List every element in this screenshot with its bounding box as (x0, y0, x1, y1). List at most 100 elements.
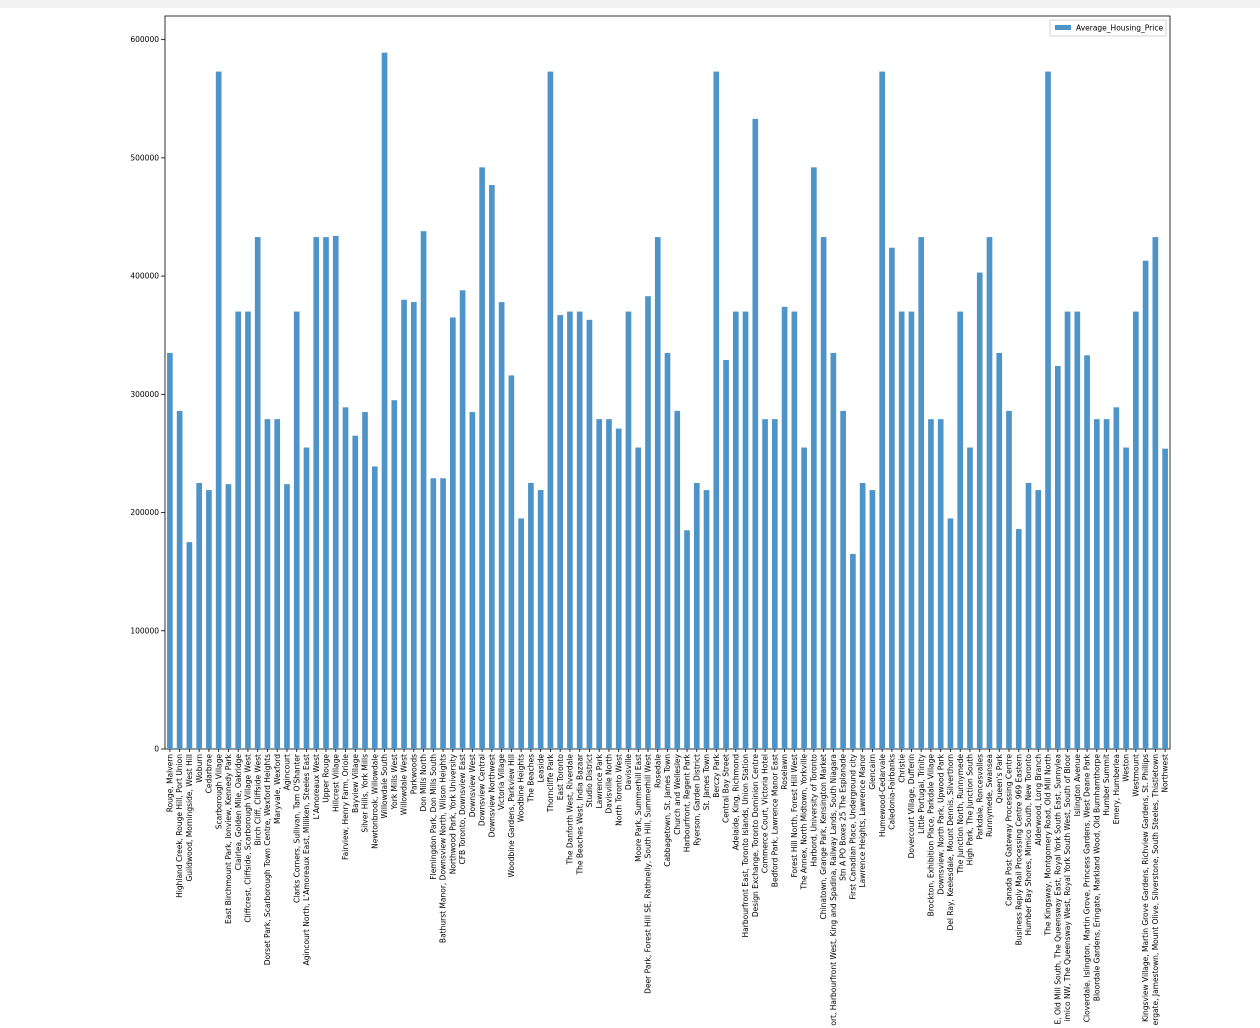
bar (547, 71, 554, 749)
bar (1162, 448, 1168, 749)
bar (752, 118, 759, 750)
x-tick-label: Cloverdale, Islington, Martin Grove, Pri… (1083, 753, 1092, 1022)
x-tick-label: Agincourt North, L'Amoreaux East, Millik… (302, 754, 311, 965)
y-tick-label: 600000 (130, 35, 159, 44)
x-tick-label: Kingsview Village, Martin Grove Gardens,… (1141, 754, 1150, 1022)
bar (869, 490, 876, 749)
x-tick-label: Lawrence Heights, Lawrence Manor (858, 753, 867, 888)
bar (1015, 529, 1022, 749)
x-tick-label: Parkwoods (409, 754, 418, 794)
x-tick-label: The Danforth West, Riverdale (566, 754, 575, 866)
x-tick-label: Berczy Park (712, 753, 721, 797)
x-tick-label: Business Reply Mail Processing Centre 96… (1014, 754, 1023, 946)
x-tick-label: Rouge, Malvern (165, 754, 174, 813)
bar (850, 553, 856, 749)
bar (1133, 311, 1139, 749)
bar (303, 447, 310, 749)
bar (176, 410, 183, 749)
bar (420, 231, 427, 750)
x-tick-label: Newtonbrook, Willowdale (370, 754, 379, 849)
x-tick-label: Islington Avenue (1073, 754, 1082, 817)
x-tick-label: Chinatown, Grange Park, Kensington Marke… (819, 754, 828, 920)
x-tick-label: Lawrence Park (595, 753, 604, 808)
x-tick-label: Don Mills North (419, 754, 428, 812)
x-tick-label: East Toronto (556, 754, 565, 801)
bar (947, 518, 954, 749)
bar (635, 447, 642, 749)
x-tick-label: Humber Summit (1102, 754, 1111, 816)
x-tick-label: Flemingdon Park, Don Mills South (429, 754, 438, 880)
x-tick-label: Harbourfront, Regent Park (683, 753, 692, 852)
legend-label: Average_Housing_Price (1076, 24, 1163, 33)
bar (186, 542, 193, 749)
x-tick-label: East Birchmount Park, Ionview, Kennedy P… (224, 753, 233, 924)
bar (352, 435, 359, 749)
x-tick-label: Deer Park, Forest Hill SE, Rathnelly, So… (644, 754, 653, 994)
bar (518, 518, 524, 749)
x-tick-label: Design Exchange, Toronto Dominion Centre (751, 754, 760, 918)
bar (215, 71, 222, 749)
bar (430, 478, 437, 749)
bar (245, 311, 251, 749)
bar (323, 237, 329, 749)
bar (791, 311, 798, 749)
x-tick-label: Del Ray, Keelesdale, Mount Dennis, Silve… (946, 754, 955, 931)
bar (362, 412, 368, 749)
x-tick-label: ort, Harbourfront West, King and Spadina… (829, 754, 838, 1026)
x-tick-label: Guildwood, Morningside, West Hill (185, 754, 194, 882)
x-tick-label: Central Bay Street (722, 754, 731, 823)
x-tick-label: Commerce Court, Victoria Hotel (761, 754, 770, 873)
bar (986, 237, 993, 749)
x-tick-label: Adelaide, King, Richmond (731, 754, 740, 850)
x-tick-label: Bedford Park, Lawrence Manor East (770, 754, 779, 887)
bar (381, 52, 388, 749)
x-tick-label: Caledonia-Fairbanks (888, 754, 897, 830)
bar (1006, 410, 1012, 749)
x-tick-label: Davisville (624, 754, 633, 790)
x-tick-label: Downsview, North Park, Upwood Park (936, 753, 945, 894)
bar (1064, 311, 1071, 749)
bar (1035, 490, 1042, 749)
bar (293, 311, 300, 749)
x-tick-label: The Junction North, Runnymede (956, 754, 965, 875)
bar (889, 247, 895, 749)
x-tick-label: Scarborough Village (214, 754, 223, 830)
bar (235, 311, 242, 749)
bar (1152, 237, 1159, 749)
bar (713, 71, 720, 749)
x-tick-label: Ryerson, Garden District (692, 754, 701, 846)
bar (557, 315, 563, 749)
bar (1054, 365, 1061, 749)
bar (1025, 482, 1032, 749)
x-tick-label: Willowdale West (400, 754, 409, 815)
bar (957, 311, 964, 749)
y-tick-label: 100000 (130, 626, 159, 635)
x-tick-label: Bathurst Manor, Downsview North, Wilson … (439, 754, 448, 943)
x-tick-label: Humber Bay Shores, Mimico South, New Tor… (1024, 754, 1033, 936)
x-tick-label: Highland Creek, Rouge Hill, Port Union (175, 754, 184, 898)
bar (996, 352, 1003, 749)
x-tick-label: Willowdale South (380, 754, 389, 819)
bar (664, 352, 671, 749)
bar (732, 311, 739, 749)
x-tick-label: Cliffcrest, Cliffside, Scarborough Villa… (244, 754, 253, 923)
x-tick-label: Fairview, Henry Farm, Oriole (341, 754, 350, 860)
x-tick-label: Agincourt (283, 754, 292, 790)
bar (811, 167, 817, 749)
bar (674, 410, 681, 749)
bar (508, 375, 515, 749)
x-tick-label: The Kingsway, Montgomery Road, Old Mill … (1044, 754, 1053, 937)
x-tick-label: Canada Post Gateway Processing Centre (1005, 754, 1014, 906)
y-tick-label: 200000 (130, 508, 159, 517)
bar (1142, 260, 1149, 749)
x-tick-label: St. James Town (702, 754, 711, 811)
x-tick-label: Christie (897, 754, 906, 783)
bar (781, 306, 788, 749)
x-tick-label: First Canadian Place, Underground city (848, 753, 857, 899)
bar (693, 482, 700, 749)
x-tick-label: imico NW, The Queensway West, Royal York… (1063, 753, 1072, 1022)
x-tick-label: The Beaches (526, 754, 535, 803)
x-tick-label: Glencairn (868, 754, 877, 790)
